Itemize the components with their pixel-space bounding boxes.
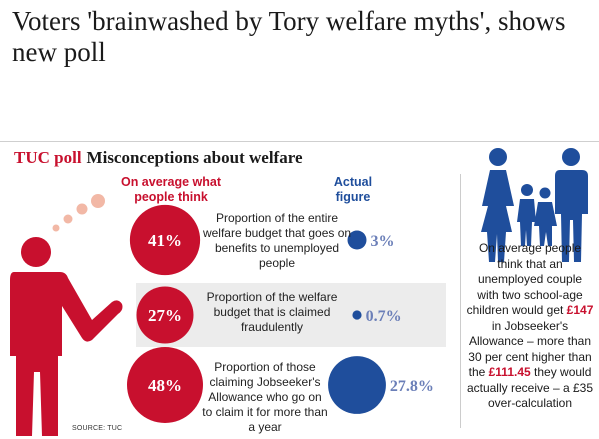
- chart-marks: 41% 27% 48% 3% 0.7% 27.8%: [127, 204, 434, 423]
- graphic-title-kicker: TUC poll: [14, 148, 82, 167]
- actual-bubble: [347, 230, 367, 250]
- thought-bubble-icon: [52, 194, 105, 232]
- perceived-column-header: On average what people think: [120, 175, 222, 204]
- perceived-value-label: 41%: [148, 231, 182, 250]
- side-note-part3: they would actually receive – a £35 over…: [466, 365, 594, 410]
- side-note-perceived-amount: £147: [566, 303, 594, 317]
- perceived-bubble: [127, 347, 203, 423]
- actual-value-label: 27.8%: [390, 378, 434, 395]
- source-credit: SOURCE: TUC: [72, 425, 123, 432]
- family-icon: [481, 148, 588, 262]
- actual-bubble: [352, 310, 362, 320]
- actual-value-label: 0.7%: [366, 308, 402, 325]
- person-thinking-icon: [10, 237, 123, 436]
- actual-value-label: 3%: [371, 233, 395, 250]
- side-note-actual-amount: £111.45: [488, 365, 531, 379]
- category-label-fraud: Proportion of the welfare budget that is…: [206, 290, 338, 334]
- actual-bubble: [328, 356, 386, 414]
- perceived-value-label: 48%: [148, 376, 182, 395]
- category-label-unemployed-benefits: Proportion of the entire welfare budget …: [202, 211, 352, 270]
- side-note: On average people think that an unemploy…: [466, 241, 594, 412]
- actual-column-header: Actual figure: [333, 175, 373, 204]
- perceived-value-label: 27%: [148, 306, 182, 325]
- side-note-part2: in Jobseeker's Allowance – more than 30 …: [468, 318, 592, 380]
- graphic-title-main: Misconceptions about welfare: [86, 148, 303, 167]
- graphic-title: TUC poll Misconceptions about welfare: [14, 148, 303, 168]
- side-note-part1: On average people think that an unemploy…: [466, 241, 583, 317]
- perceived-bubble: [129, 204, 201, 276]
- panel-divider: [460, 174, 461, 428]
- perceived-bubble: [136, 286, 194, 344]
- headline: Voters 'brainwashed by Tory welfare myth…: [12, 6, 566, 67]
- category-label-long-term-jsa: Proportion of those claiming Jobseeker's…: [202, 360, 328, 434]
